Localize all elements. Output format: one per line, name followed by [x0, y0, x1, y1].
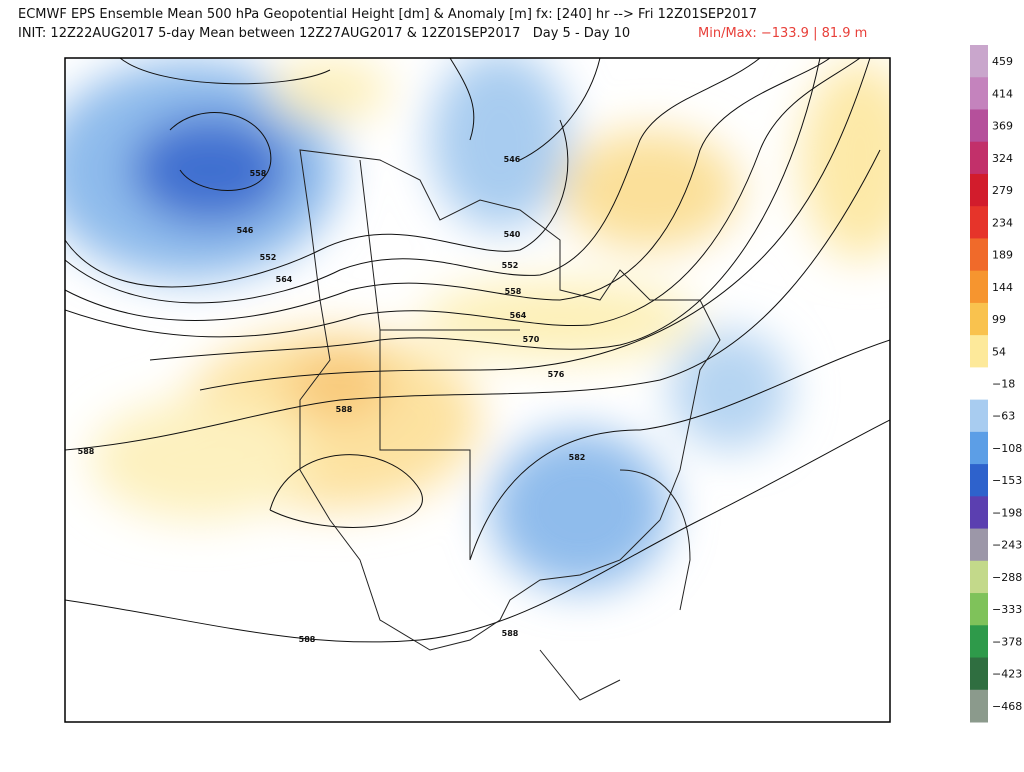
colorbar-swatch [970, 77, 988, 110]
colorbar-swatch [970, 657, 988, 691]
colorbar-swatch [970, 109, 988, 143]
header-minmax: Min/Max: −133.9 | 81.9 m [698, 26, 867, 41]
contours [65, 58, 890, 643]
contour-label: 588 [299, 635, 316, 644]
colorbar-swatch [970, 464, 988, 497]
contour-label: 570 [523, 335, 540, 344]
colorbar-swatch [970, 206, 988, 239]
colorbar-swatch [970, 238, 988, 272]
header-init: INIT: 12Z22AUG2017 5-day Mean between 12… [18, 26, 630, 41]
colorbar-swatch [970, 528, 988, 562]
contour-label: 564 [276, 275, 293, 284]
colorbar-label: 414 [992, 87, 1013, 100]
map: 546 552 564 558 546 540 552 558 564 570 … [65, 58, 890, 722]
colorbar-label: 189 [992, 249, 1013, 262]
colorbar-label: 279 [992, 184, 1013, 197]
colorbar-label: −468 [992, 700, 1022, 713]
map-frame [64, 57, 891, 723]
colorbar-swatch [970, 173, 988, 207]
colorbar-label: −378 [992, 635, 1022, 648]
contour-label: 558 [505, 287, 522, 296]
contour-label: 552 [502, 261, 519, 270]
colorbar-swatch [970, 399, 988, 433]
colorbar-swatch [970, 270, 988, 304]
header-title: ECMWF EPS Ensemble Mean 500 hPa Geopoten… [18, 7, 757, 22]
colorbar-swatch [970, 496, 988, 530]
contour-label: 558 [250, 169, 267, 178]
colorbar-label: −198 [992, 506, 1022, 519]
colorbar-swatch [970, 45, 988, 78]
contour-label: 552 [260, 253, 277, 262]
colorbar-label: 144 [992, 281, 1013, 294]
colorbar-label: 54 [992, 345, 1006, 358]
colorbar-label: −153 [992, 474, 1022, 487]
contour-label: 588 [502, 629, 519, 638]
colorbar-label: 324 [992, 152, 1013, 165]
colorbar-label: 459 [992, 55, 1013, 68]
colorbar-swatch [970, 367, 988, 401]
colorbar-label: −243 [992, 539, 1022, 552]
colorbar-label: 369 [992, 120, 1013, 133]
coastlines [299, 149, 721, 701]
colorbar-swatch [970, 335, 988, 368]
colorbar-swatch [970, 431, 988, 465]
colorbar-swatch [970, 593, 988, 626]
colorbar-label: −423 [992, 668, 1022, 681]
colorbar-swatch [970, 689, 988, 723]
anomaly-shading [65, 58, 890, 590]
contour-label: 588 [336, 405, 353, 414]
colorbar-label: 234 [992, 216, 1013, 229]
colorbar-label: −18 [992, 378, 1015, 391]
colorbar-swatch [970, 141, 988, 175]
contour-label: 582 [569, 453, 586, 462]
contour-label: 540 [504, 230, 521, 239]
colorbar-label: −288 [992, 571, 1022, 584]
contour-label: 546 [504, 155, 521, 164]
contour-label: 564 [510, 311, 527, 320]
colorbar-label: 99 [992, 313, 1006, 326]
colorbar-label: −108 [992, 442, 1022, 455]
colorbar-swatch [970, 625, 988, 659]
colorbar: 459 414 369 324 279 234 189 144 99 54 −18 −63 −108 −1… [970, 45, 1022, 723]
colorbar-label: −333 [992, 603, 1022, 616]
contour-label: 576 [548, 370, 565, 379]
contour-label: 546 [237, 226, 254, 235]
colorbar-swatch [970, 560, 988, 594]
colorbar-swatch [970, 302, 988, 336]
contour-label: 588 [78, 447, 95, 456]
colorbar-label: −63 [992, 410, 1015, 423]
